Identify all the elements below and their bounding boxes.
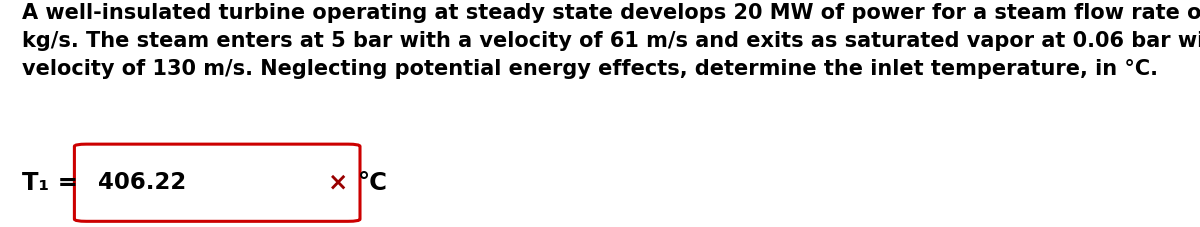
- Text: A well-insulated turbine operating at steady state develops 20 MW of power for a: A well-insulated turbine operating at st…: [22, 3, 1200, 79]
- FancyBboxPatch shape: [74, 144, 360, 221]
- Text: °C: °C: [358, 171, 388, 195]
- Text: 406.22: 406.22: [98, 171, 187, 194]
- Text: T₁ =: T₁ =: [22, 171, 78, 195]
- Text: ×: ×: [329, 171, 348, 195]
